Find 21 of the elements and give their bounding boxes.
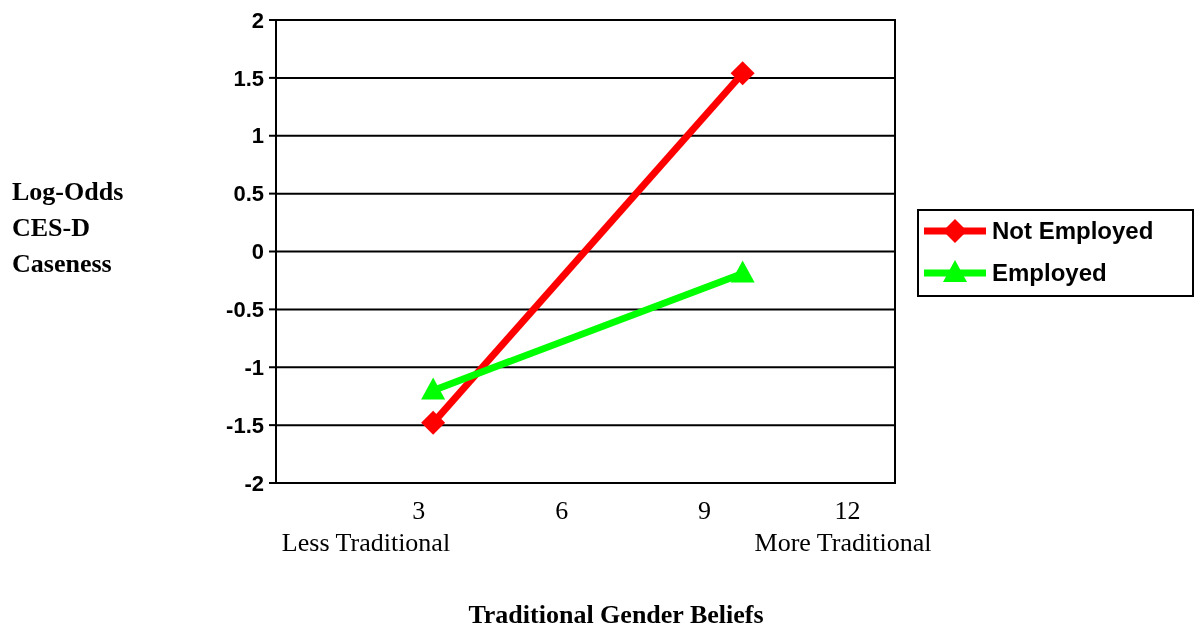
y-tick-label: -1.5 (226, 412, 264, 438)
y-tick-label: 1.5 (233, 65, 264, 91)
y-tick-label: -1 (244, 354, 264, 380)
y-axis-title: Log-Odds CES-D Caseness (12, 177, 124, 278)
x-tick-label: 3 (412, 496, 426, 525)
text: Less Traditional (281, 528, 451, 557)
y-tick-label: -2 (244, 470, 264, 496)
legend-label: Not Employed (992, 217, 1154, 245)
point (421, 410, 446, 435)
text: More Traditional (754, 528, 932, 557)
y-tick-label: 1 (251, 123, 264, 149)
x-tick-label: 9 (698, 496, 712, 525)
legend-label: Employed (992, 259, 1107, 287)
y-tick-label: -0.5 (226, 297, 264, 323)
point (730, 61, 755, 86)
y-tick-label: 0 (251, 239, 264, 265)
y-tick-label: 2 (251, 7, 264, 33)
x-tick-label: 12 (834, 496, 861, 525)
x-axis-title: Traditional Gender Beliefs (468, 600, 764, 629)
x-tick-label: 6 (555, 496, 569, 525)
y-tick-label: 0.5 (233, 181, 264, 207)
